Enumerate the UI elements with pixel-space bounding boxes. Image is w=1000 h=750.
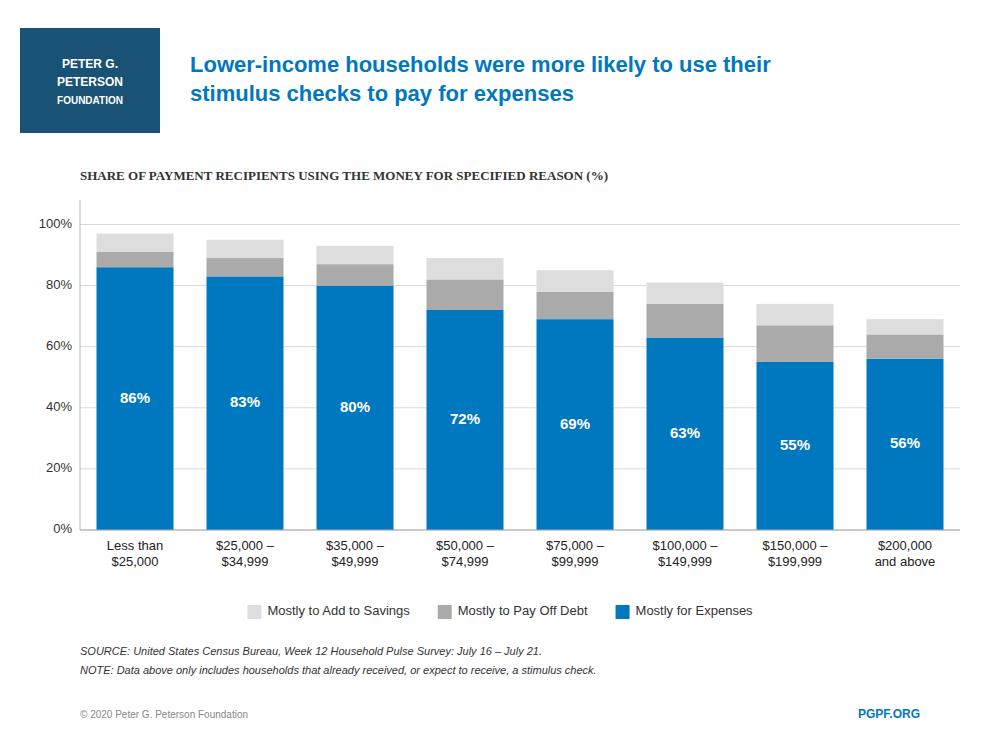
- logo: PETER G. PETERSON FOUNDATION: [20, 28, 160, 133]
- data-label: 63%: [670, 424, 700, 441]
- bar-segment: [867, 359, 944, 530]
- text-line: $99,999: [552, 554, 599, 569]
- bar-segment: [97, 252, 174, 267]
- y-tick-label: 0%: [53, 521, 72, 536]
- bar-segment: [537, 292, 614, 320]
- data-label: 80%: [340, 398, 370, 415]
- x-tick-label: $150,000 –$199,999: [762, 538, 828, 569]
- logo-text: PETERSON: [57, 75, 123, 89]
- text-line: stimulus checks to pay for expenses: [190, 81, 574, 106]
- footnote: © 2020 Peter G. Peterson Foundation: [80, 709, 248, 720]
- bars: [97, 234, 944, 530]
- bar-segment: [867, 334, 944, 358]
- text-line: $49,999: [332, 554, 379, 569]
- x-tick-label: $200,000and above: [875, 538, 936, 569]
- x-tick-label: Less than$25,000: [107, 538, 163, 569]
- data-label: 83%: [230, 393, 260, 410]
- data-label: 55%: [780, 436, 810, 453]
- text-line: $25,000 –: [216, 538, 275, 553]
- bar-segment: [317, 264, 394, 285]
- bar-segment: [757, 362, 834, 530]
- data-label: 86%: [120, 389, 150, 406]
- text-line: and above: [875, 554, 936, 569]
- text-line: Lower-income households were more likely…: [190, 52, 771, 77]
- y-tick-label: 100%: [39, 216, 73, 231]
- y-tick-label: 60%: [46, 338, 72, 353]
- text-line: $34,999: [222, 554, 269, 569]
- text-line: $150,000 –: [762, 538, 828, 553]
- y-tick-label: 80%: [46, 277, 72, 292]
- y-tick-label: 40%: [46, 399, 72, 414]
- y-tick-label: 20%: [46, 460, 72, 475]
- logo-text: PETER G.: [62, 57, 118, 71]
- text-line: $149,999: [658, 554, 712, 569]
- bar-segment: [207, 240, 284, 258]
- site-link-text: PGPF.ORG: [858, 707, 920, 721]
- grid-line: [80, 530, 960, 531]
- x-tick-label: $75,000 –$99,999: [546, 538, 605, 569]
- data-labels: 86% 83% 80% 72% 69% 63% 55% 56%: [120, 389, 920, 453]
- bar-segment: [647, 304, 724, 338]
- data-label: 56%: [890, 434, 920, 451]
- grid-line: [80, 224, 960, 225]
- subtitle: SHARE OF PAYMENT RECIPIENTS USING THE MO…: [80, 168, 608, 183]
- legend-label: Mostly to Add to Savings: [267, 603, 410, 618]
- logo-box: [20, 28, 160, 133]
- bar-segment: [647, 338, 724, 531]
- bar-segment: [427, 279, 504, 310]
- grid: [80, 224, 960, 530]
- text-line: $74,999: [442, 554, 489, 569]
- bar-segment: [317, 246, 394, 264]
- bar-segment: [207, 276, 284, 530]
- legend-item: Mostly for Expenses: [616, 603, 754, 619]
- legend-label: Mostly for Expenses: [636, 603, 754, 618]
- legend: Mostly to Add to Savings Mostly to Pay Of…: [247, 603, 753, 619]
- text-line: $199,999: [768, 554, 822, 569]
- bar-segment: [427, 310, 504, 530]
- bar-segment: [537, 319, 614, 530]
- x-axis-line: [80, 530, 960, 531]
- x-tick-label: $100,000 –$149,999: [652, 538, 718, 569]
- bar-segment: [97, 267, 174, 530]
- data-label: 69%: [560, 415, 590, 432]
- legend-swatch: [616, 605, 630, 619]
- legend-swatch: [438, 605, 452, 619]
- bar-segment: [317, 286, 394, 530]
- title: Lower-income households were more likely…: [190, 52, 771, 106]
- text-line: Less than: [107, 538, 163, 553]
- bar-segment: [757, 325, 834, 362]
- legend-swatch: [247, 605, 261, 619]
- bar-segment: [867, 319, 944, 334]
- legend-item: Mostly to Add to Savings: [247, 603, 410, 619]
- data-label: 72%: [450, 410, 480, 427]
- bar-segment: [537, 270, 614, 291]
- text-line: $50,000 –: [436, 538, 495, 553]
- text-line: $25,000: [112, 554, 159, 569]
- background: [0, 0, 1000, 750]
- x-tick-label: $50,000 –$74,999: [436, 538, 495, 569]
- bar-segment: [647, 283, 724, 304]
- legend-label: Mostly to Pay Off Debt: [458, 603, 588, 618]
- y-axis-line: [80, 200, 81, 530]
- x-tick-label: $35,000 –$49,999: [326, 538, 385, 569]
- bar-segment: [207, 258, 284, 276]
- text-line: $200,000: [878, 538, 932, 553]
- text-line: $35,000 –: [326, 538, 385, 553]
- bar-segment: [757, 304, 834, 325]
- bar-segment: [427, 258, 504, 279]
- footnote: SOURCE: United States Census Bureau, Wee…: [80, 645, 542, 657]
- legend-item: Mostly to Pay Off Debt: [438, 603, 588, 619]
- text-line: $75,000 –: [546, 538, 605, 553]
- bar-segment: [97, 234, 174, 252]
- logo-text: FOUNDATION: [57, 95, 123, 106]
- footnote: NOTE: Data above only includes household…: [80, 664, 597, 676]
- text-line: $100,000 –: [652, 538, 718, 553]
- chart: PETER G. PETERSON FOUNDATION Lower-income h…: [0, 0, 1000, 750]
- x-tick-label: $25,000 –$34,999: [216, 538, 275, 569]
